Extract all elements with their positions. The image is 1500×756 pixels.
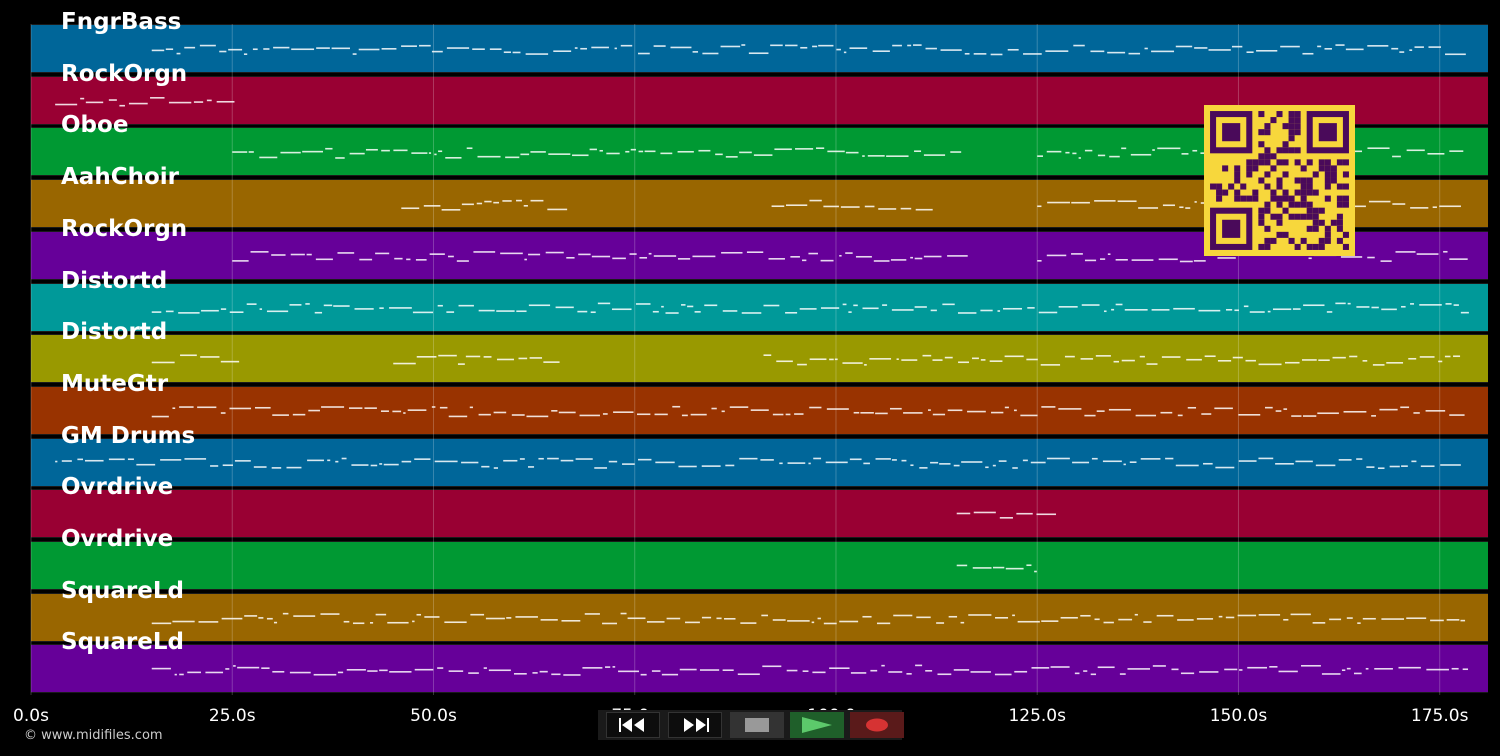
track-lane bbox=[31, 541, 1488, 590]
track-name: RockOrgn bbox=[61, 215, 188, 242]
track-name: Distortd bbox=[61, 267, 168, 294]
rewind-icon bbox=[619, 718, 644, 732]
record-icon bbox=[866, 718, 888, 732]
copyright-text: © www.midifiles.com bbox=[24, 728, 163, 743]
time-tick-label: 175.0s bbox=[1410, 706, 1469, 726]
transport-bar bbox=[598, 710, 904, 740]
play-button[interactable] bbox=[790, 712, 844, 738]
track-name: Distortd bbox=[61, 319, 168, 346]
stop-icon bbox=[745, 718, 769, 732]
time-tick-label: 125.0s bbox=[1008, 706, 1066, 726]
track-name: AahChoir bbox=[61, 164, 179, 191]
track-name: MuteGtr bbox=[61, 370, 169, 397]
track-name: Ovrdrive bbox=[61, 526, 174, 552]
time-tick-label: 150.0s bbox=[1209, 706, 1268, 726]
time-tick-label: 25.0s bbox=[208, 706, 256, 726]
qr-code-icon bbox=[1210, 111, 1349, 250]
track-name: SquareLd bbox=[61, 629, 184, 656]
track-lane bbox=[31, 334, 1488, 384]
track-lane bbox=[31, 385, 1488, 435]
record-button[interactable] bbox=[850, 712, 904, 738]
track-name: FngrBass bbox=[61, 9, 182, 35]
track-name: Ovrdrive bbox=[61, 474, 174, 501]
time-tick-label: 0.0s bbox=[13, 706, 49, 726]
track-lane bbox=[31, 24, 1488, 73]
track-name: Oboe bbox=[61, 112, 129, 139]
fast-forward-button[interactable] bbox=[668, 712, 722, 738]
time-tick-label: 50.0s bbox=[410, 706, 457, 726]
track-name: SquareLd bbox=[61, 577, 184, 604]
track-lane bbox=[31, 644, 1488, 694]
fast-forward-icon bbox=[684, 718, 709, 732]
stop-button[interactable] bbox=[730, 712, 784, 738]
track-name: RockOrgn bbox=[61, 60, 188, 87]
play-icon bbox=[802, 717, 832, 733]
track-lane bbox=[31, 489, 1488, 539]
rewind-button[interactable] bbox=[606, 712, 660, 738]
track-lane bbox=[31, 282, 1488, 332]
track-lane bbox=[31, 437, 1488, 487]
track-lane bbox=[31, 592, 1488, 642]
qr-code bbox=[1204, 105, 1355, 256]
track-name: GM Drums bbox=[61, 422, 196, 449]
